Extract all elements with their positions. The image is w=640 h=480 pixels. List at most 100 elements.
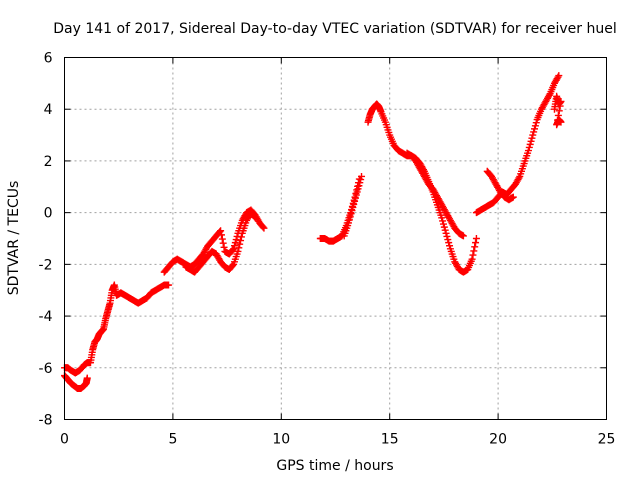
data-point (349, 203, 357, 211)
data-point (251, 214, 259, 222)
grid-lines (64, 57, 607, 420)
data-point (555, 107, 563, 115)
data-point (231, 239, 239, 247)
data-point (526, 140, 534, 148)
data-point (355, 182, 363, 190)
data-point (438, 214, 446, 222)
trace-5 (340, 172, 366, 240)
data-point (443, 232, 451, 240)
x-tick-label: 0 (60, 432, 69, 448)
data-point (260, 224, 268, 232)
data-point (232, 236, 240, 244)
data-point (259, 223, 267, 231)
data-point (529, 131, 537, 139)
x-tick-label: 15 (381, 432, 399, 448)
data-point (234, 247, 242, 255)
data-point (509, 193, 517, 201)
data-point (442, 229, 450, 237)
data-point (353, 188, 361, 196)
data-point (531, 122, 539, 130)
data-point (557, 118, 565, 126)
data-point (230, 245, 238, 253)
data-point (237, 237, 245, 245)
data-point (217, 231, 225, 239)
trace-3 (182, 209, 259, 276)
data-point (459, 232, 467, 240)
data-point (530, 128, 538, 136)
data-point (441, 226, 449, 234)
data-point (83, 374, 91, 382)
data-point (345, 219, 353, 227)
y-tick-label: -6 (39, 361, 53, 377)
y-tick-label: -8 (39, 413, 53, 429)
data-point (230, 242, 238, 250)
y-tick-label: -2 (39, 257, 53, 273)
data-point (219, 239, 227, 247)
data-point (471, 243, 479, 251)
data-point (358, 172, 366, 180)
data-point (439, 217, 447, 225)
x-tick-label: 10 (272, 432, 290, 448)
data-point (555, 72, 563, 80)
y-tick-label: 6 (44, 51, 53, 67)
data-point (556, 102, 564, 110)
data-point (348, 207, 356, 215)
y-tick-label: 2 (44, 154, 53, 170)
trace-8 (472, 72, 563, 217)
data-point (470, 247, 478, 255)
trace-10 (550, 92, 565, 129)
x-tick-label: 5 (168, 432, 177, 448)
data-point (554, 73, 562, 81)
data-point (229, 246, 237, 254)
data-point (229, 261, 237, 269)
data-point (445, 239, 453, 247)
data-point (220, 243, 228, 251)
data-point (468, 255, 476, 263)
data-point (345, 216, 353, 224)
data-point (236, 240, 244, 248)
data-point (524, 147, 532, 155)
x-tick-label: 25 (598, 432, 616, 448)
data-point (531, 125, 539, 133)
data-points (61, 72, 565, 392)
data-point (350, 200, 358, 208)
trace-6 (364, 100, 480, 276)
trace-9 (483, 167, 517, 204)
data-point (356, 179, 364, 187)
data-point (532, 119, 540, 127)
axis-ticks: 0 5 10 15 20 25 -8 -6 -4 -2 0 2 4 6 (39, 51, 616, 448)
x-axis-label: GPS time / hours (276, 458, 393, 474)
data-point (165, 281, 173, 289)
data-point (527, 137, 535, 145)
y-tick-label: 4 (44, 102, 53, 118)
data-point (354, 185, 362, 193)
data-point (351, 194, 359, 202)
data-point (357, 176, 365, 184)
data-point (217, 227, 225, 235)
data-point (472, 239, 480, 247)
data-point (439, 220, 447, 228)
data-point (440, 223, 448, 231)
data-point (545, 91, 553, 99)
plot-frame (64, 57, 607, 420)
x-tick-label: 20 (489, 432, 507, 448)
data-point (446, 242, 454, 250)
data-point (218, 235, 226, 243)
data-point (469, 251, 477, 259)
data-point (235, 244, 243, 252)
data-point (557, 97, 565, 105)
data-point (525, 143, 533, 151)
y-axis-label: SDTVAR / TECUs (6, 181, 22, 296)
data-point (237, 233, 245, 241)
data-point (346, 213, 354, 221)
y-tick-label: 0 (44, 206, 53, 222)
data-point (352, 191, 360, 199)
data-point (528, 134, 536, 142)
data-point (250, 213, 258, 221)
data-point (472, 235, 480, 242)
chart-title: Day 141 of 2017, Sidereal Day-to-day VTE… (53, 21, 616, 37)
y-tick-label: -4 (39, 309, 53, 325)
data-point (444, 236, 452, 244)
data-point (351, 197, 359, 205)
